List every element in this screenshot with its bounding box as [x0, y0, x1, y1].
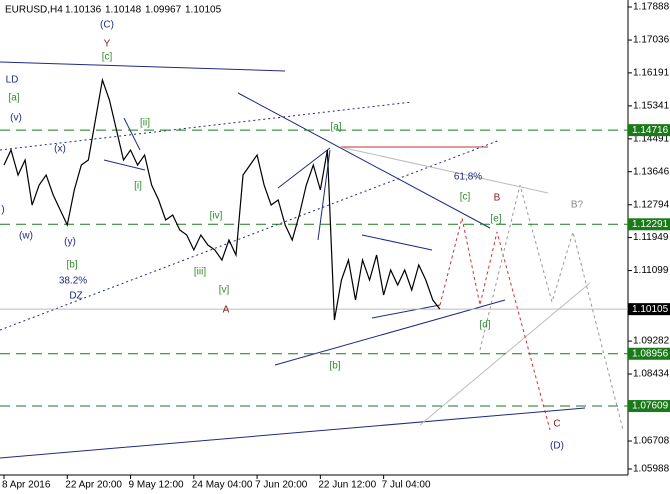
y-tick-label: 1.17036: [633, 35, 670, 46]
wave-label: ): [1, 205, 4, 216]
x-tick-label: 22 Jun 12:00: [318, 480, 376, 491]
y-tick-label: 1.17888: [633, 2, 670, 13]
y-tick-label: 1.16191: [633, 68, 670, 79]
trend-line: [339, 146, 549, 194]
wave-label: [a]: [330, 122, 341, 133]
wave-label: [iii]: [194, 267, 206, 278]
wave-label: [v]: [219, 285, 230, 296]
ohlc-value: 1.10148: [105, 5, 142, 16]
y-tick-label: 1.09282: [633, 336, 670, 347]
price-box: [628, 303, 670, 316]
wave-label: [ii]: [140, 118, 150, 129]
y-tick-label: 1.05988: [633, 464, 670, 475]
wave-label: (v): [10, 113, 22, 124]
x-tick-label: 22 Apr 20:00: [65, 480, 122, 491]
trend-line: [0, 407, 586, 459]
wave-label: [b]: [66, 260, 77, 271]
y-tick-label: 1.11099: [633, 265, 669, 276]
trend-lines: [0, 61, 624, 459]
price-label: 1.10105: [632, 304, 669, 315]
trend-line: [277, 147, 331, 189]
trend-line: [361, 234, 433, 251]
level-box: [628, 347, 670, 360]
level-box: [628, 218, 670, 231]
chart-title: EURUSD,H4: [5, 5, 63, 16]
wave-label: 38.2%: [59, 276, 87, 287]
price-line: [3, 77, 441, 321]
wave-label: [d]: [479, 320, 490, 331]
level-label: 1.12291: [632, 219, 669, 230]
x-tick-label: 9 May 12:00: [129, 480, 184, 491]
y-tick-label: 1.15341: [633, 101, 670, 112]
wave-label: (y): [64, 237, 76, 248]
wave-label: B?: [571, 200, 584, 211]
wave-label: DZ: [69, 291, 82, 302]
wave-label: B: [494, 193, 501, 204]
y-tick-label: 1.06708: [633, 436, 670, 447]
trend-line: [123, 117, 141, 151]
ohlc-value: 1.09967: [145, 5, 182, 16]
y-tick-label: 1.13646: [633, 166, 670, 177]
x-tick-label: 24 May 04:00: [192, 480, 253, 491]
wave-label: A: [223, 305, 230, 316]
wave-label: 61,8%: [454, 172, 482, 183]
x-tick-label: 7 Jun 20:00: [255, 480, 308, 491]
wave-label: [b]: [329, 361, 340, 372]
wave-label: Y: [104, 39, 111, 50]
trend-line: [371, 304, 441, 319]
trend-line: [0, 61, 286, 72]
wave-label: [a]: [8, 93, 19, 104]
wave-label: [iv]: [210, 211, 223, 222]
x-tick-label: 7 Jul 04:00: [382, 480, 431, 491]
wave-label: (D): [550, 441, 564, 452]
ohlc-value: 1.10105: [185, 5, 222, 16]
level-label: 1.07609: [632, 401, 669, 412]
level-label: 1.14716: [632, 125, 669, 136]
wave-label: [e]: [490, 214, 501, 225]
y-tick-label: 1.08434: [633, 369, 670, 380]
trend-line: [237, 92, 491, 229]
y-tick-label: 1.11949: [633, 232, 669, 243]
x-tick-label: 8 Apr 2016: [2, 480, 51, 491]
wave-label: [c]: [460, 192, 471, 203]
wave-label: [i]: [134, 181, 142, 192]
wave-label: (x): [54, 144, 66, 155]
wave-label: (w): [19, 231, 33, 242]
ohlc-value: 1.10136: [65, 5, 102, 16]
wave-label: [c]: [102, 52, 113, 63]
channel-line: [0, 101, 413, 151]
level-box: [628, 124, 670, 137]
wave-label: (C): [100, 20, 114, 31]
projection: [479, 184, 624, 431]
channel-line: [0, 139, 501, 331]
level-label: 1.08956: [632, 348, 669, 359]
wave-label: C: [553, 419, 560, 430]
trend-line: [103, 159, 146, 171]
wave-label: LD: [6, 75, 19, 86]
y-tick-label: 1.12794: [633, 199, 670, 210]
y-tick-label: 1.14491: [633, 134, 670, 145]
level-box: [628, 400, 670, 413]
